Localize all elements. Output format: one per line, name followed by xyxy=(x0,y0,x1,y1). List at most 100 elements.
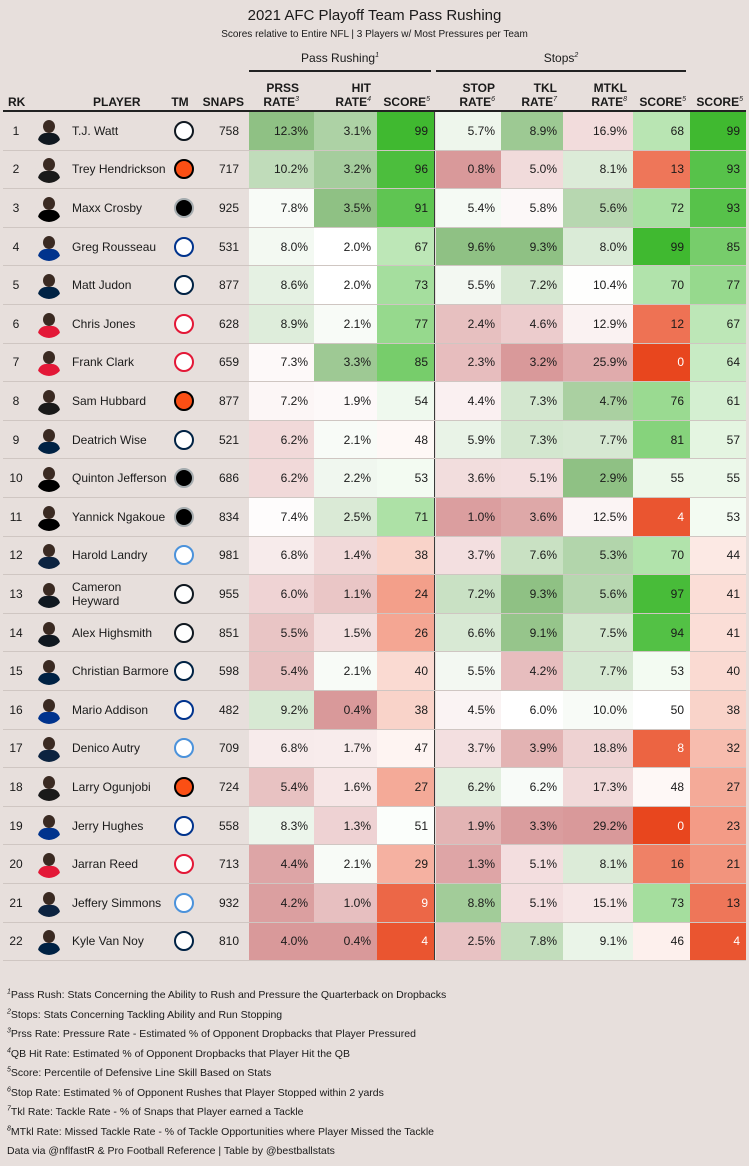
team-logo-icon xyxy=(174,352,194,373)
overall-score-cell: 41 xyxy=(690,613,746,652)
overall-score-cell: 57 xyxy=(690,420,746,459)
headshot-jersey xyxy=(38,287,60,300)
team-logo-icon xyxy=(174,429,194,450)
hit-rate-cell: 3.2% xyxy=(314,150,377,189)
prss-rate-cell: 6.8% xyxy=(249,729,314,768)
source-credit: Data via @nflfastR & Pro Football Refere… xyxy=(7,1145,335,1157)
overall-score-cell: 61 xyxy=(690,382,746,420)
hit-rate-cell: 1.6% xyxy=(314,768,377,806)
stops-score-cell: 0 xyxy=(633,806,690,845)
team-logo-icon xyxy=(174,545,194,566)
pass-rush-score-cell: 24 xyxy=(377,575,434,613)
stop-rate-cell: 2.5% xyxy=(436,922,501,961)
player-name: Sam Hubbard xyxy=(72,393,147,408)
snaps-cell: 482 xyxy=(218,702,239,717)
mtkl-rate-cell: 5.6% xyxy=(563,575,633,613)
team-cell xyxy=(171,614,197,652)
headshot-jersey xyxy=(38,171,60,184)
player-avatar xyxy=(34,845,64,883)
pass-rush-score-cell: 27 xyxy=(377,768,434,806)
tkl-rate-cell: 7.6% xyxy=(501,536,563,575)
stop-rate-cell: 5.9% xyxy=(436,420,501,459)
headshot-jersey xyxy=(38,788,60,801)
header-snaps: SNAPS xyxy=(202,95,244,109)
player-headshot-icon xyxy=(35,772,63,801)
pass-rush-score-cell: 53 xyxy=(377,459,434,497)
table-row: 17 Denico Autry 709 6.8% 1.7% 47 3.7% 3.9% 18.8%… xyxy=(3,729,746,769)
rank-cell: 13 xyxy=(9,586,23,601)
rank-cell: 3 xyxy=(12,200,20,215)
snaps-cell: 981 xyxy=(218,548,239,563)
tkl-rate-cell: 6.2% xyxy=(501,768,563,806)
stops-score-cell: 50 xyxy=(633,691,690,729)
player-headshot-icon xyxy=(35,464,63,493)
headshot-jersey xyxy=(38,595,60,608)
headshot-jersey xyxy=(38,132,60,145)
footnote-4: 4QB Hit Rate: Estimated % of Opponent Dr… xyxy=(7,1047,350,1060)
stops-score-cell: 55 xyxy=(633,459,690,497)
tkl-rate-cell: 9.1% xyxy=(501,613,563,652)
team-logo-icon xyxy=(174,197,194,218)
mtkl-rate-cell: 12.9% xyxy=(563,305,633,343)
headshot-jersey xyxy=(38,441,60,454)
team-cell xyxy=(171,923,197,961)
table-row: 18 Larry Ogunjobi 724 5.4% 1.6% 27 6.2% 6.2% 17.… xyxy=(3,768,746,807)
stops-score-cell: 8 xyxy=(633,729,690,768)
hit-rate-cell: 1.0% xyxy=(314,884,377,922)
column-divider xyxy=(434,227,435,266)
table-row: 12 Harold Landry 981 6.8% 1.4% 38 3.7% 7.6% 5.3%… xyxy=(3,536,746,576)
column-divider xyxy=(434,305,435,343)
prss-rate-cell: 6.0% xyxy=(249,575,314,613)
tkl-rate-cell: 6.0% xyxy=(501,691,563,729)
overall-score-cell: 4 xyxy=(690,922,746,961)
headshot-head xyxy=(43,389,55,403)
group-stops-rule xyxy=(436,70,686,72)
headshot-head xyxy=(43,891,55,905)
headshot-head xyxy=(43,698,55,712)
headshot-jersey xyxy=(38,904,60,917)
column-divider xyxy=(434,343,435,382)
overall-score-cell: 32 xyxy=(690,729,746,768)
player-avatar xyxy=(34,923,64,961)
stop-rate-cell: 5.5% xyxy=(436,652,501,690)
prss-rate-cell: 8.0% xyxy=(249,227,314,266)
prss-rate-cell: 9.2% xyxy=(249,691,314,729)
hit-rate-cell: 2.1% xyxy=(314,305,377,343)
table-row: 14 Alex Highsmith 851 5.5% 1.5% 26 6.6% 9.1% 7.5… xyxy=(3,613,746,653)
pass-rush-score-cell: 48 xyxy=(377,420,434,459)
snaps-cell: 810 xyxy=(218,934,239,949)
player-headshot-icon xyxy=(35,193,63,222)
player-avatar xyxy=(34,498,64,536)
player-name: Frank Clark xyxy=(72,355,135,370)
headshot-jersey xyxy=(38,480,60,493)
footnote-6: 6Stop Rate: Estimated % of Opponent Rush… xyxy=(7,1086,384,1099)
rank-cell: 8 xyxy=(12,393,20,408)
rank-cell: 20 xyxy=(9,857,23,872)
stop-rate-cell: 7.2% xyxy=(436,575,501,613)
stops-score-cell: 13 xyxy=(633,150,690,189)
overall-score-cell: 40 xyxy=(690,652,746,690)
headshot-head xyxy=(43,621,55,635)
stops-score-cell: 0 xyxy=(633,343,690,382)
stop-rate-cell: 5.7% xyxy=(436,112,501,150)
tkl-rate-cell: 4.2% xyxy=(501,652,563,690)
prss-rate-cell: 6.2% xyxy=(249,420,314,459)
player-headshot-icon xyxy=(35,734,63,763)
prss-rate-cell: 5.5% xyxy=(249,613,314,652)
prss-rate-cell: 4.0% xyxy=(249,922,314,961)
table-row: 3 Maxx Crosby 925 7.8% 3.5% 91 5.4% 5.8% 5.6% 72 9… xyxy=(3,189,746,228)
player-name: Mario Addison xyxy=(72,702,149,717)
stops-score-cell: 12 xyxy=(633,305,690,343)
player-headshot-icon xyxy=(35,348,63,377)
rank-cell: 5 xyxy=(12,278,20,293)
headshot-jersey xyxy=(38,750,60,763)
column-divider xyxy=(434,498,435,536)
stop-rate-cell: 2.3% xyxy=(436,343,501,382)
headshot-head xyxy=(43,544,55,558)
team-logo-icon xyxy=(174,776,194,797)
snaps-cell: 834 xyxy=(218,509,239,524)
headshot-jersey xyxy=(38,402,60,415)
team-logo-icon xyxy=(174,120,194,141)
rank-cell: 18 xyxy=(9,779,23,794)
overall-score-cell: 67 xyxy=(690,305,746,343)
